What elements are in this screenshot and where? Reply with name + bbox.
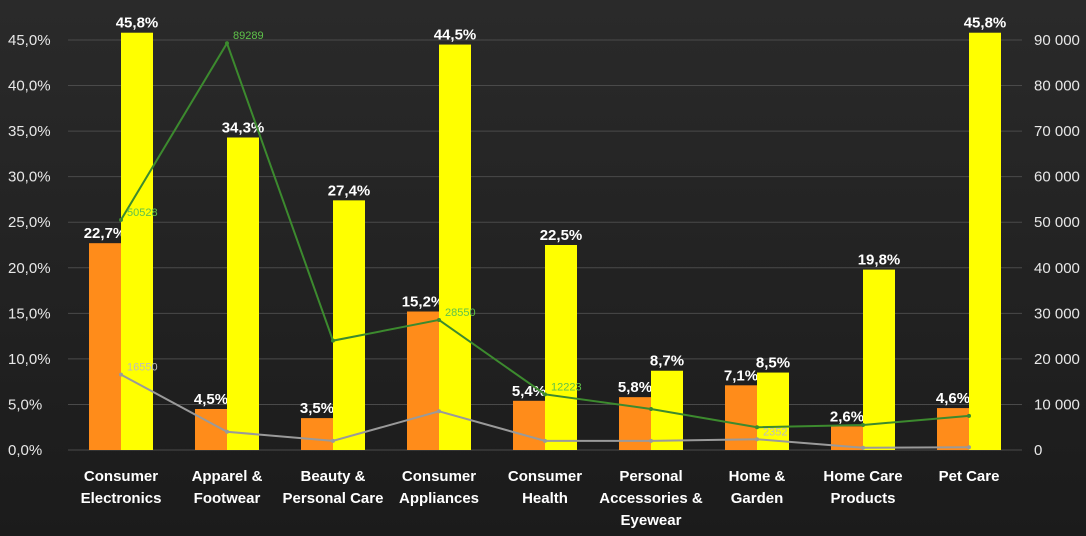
bar xyxy=(831,426,863,450)
bar-data-label: 8,7% xyxy=(650,353,684,370)
y-left-tick-label: 20,0% xyxy=(8,260,51,277)
y-right-tick-label: 30 000 xyxy=(1034,305,1080,322)
category-label: Consumer xyxy=(84,468,158,485)
category-label: Pet Care xyxy=(939,468,1000,485)
line-point xyxy=(649,438,653,443)
category-label: Consumer xyxy=(508,468,582,485)
bar xyxy=(407,311,439,450)
line-point xyxy=(543,438,547,443)
y-right-tick-label: 0 xyxy=(1034,442,1042,459)
y-right-tick-label: 60 000 xyxy=(1034,169,1080,186)
category-label: Garden xyxy=(731,490,784,507)
line-data-label: 2352 xyxy=(763,426,787,438)
line-data-label: 28550 xyxy=(445,307,476,319)
category-label: Health xyxy=(522,490,568,507)
y-left-tick-label: 0,0% xyxy=(8,442,42,459)
line-point xyxy=(119,372,123,377)
bar-data-label: 22,7% xyxy=(84,225,127,242)
bar-data-label: 45,8% xyxy=(964,15,1007,32)
line-point xyxy=(755,425,759,430)
line-point xyxy=(331,438,335,443)
y-left-tick-label: 40,0% xyxy=(8,78,51,95)
category-label: Footwear xyxy=(194,490,261,507)
y-right-tick-label: 50 000 xyxy=(1034,214,1080,231)
y-right-tick-label: 80 000 xyxy=(1034,78,1080,95)
bar-data-label: 7,1% xyxy=(724,367,758,384)
line-point xyxy=(967,413,971,418)
line-point xyxy=(861,422,865,427)
category-label: Eyewear xyxy=(621,512,682,529)
bar-data-label: 4,6% xyxy=(936,390,970,407)
line-point xyxy=(225,41,229,46)
bar-data-label: 44,5% xyxy=(434,27,477,44)
y-right-tick-label: 40 000 xyxy=(1034,260,1080,277)
line-data-label: 16550 xyxy=(127,362,158,374)
category-label: Home Care xyxy=(823,468,902,485)
category-label: Consumer xyxy=(402,468,476,485)
line-point xyxy=(225,429,229,434)
bar-data-label: 34,3% xyxy=(222,119,265,136)
y-left-tick-label: 15,0% xyxy=(8,305,51,322)
bar xyxy=(513,400,545,450)
bar-data-label: 3,5% xyxy=(300,400,334,417)
bar xyxy=(301,418,333,450)
y-left-tick-label: 5,0% xyxy=(8,396,42,413)
line-data-label: 12223 xyxy=(551,381,582,393)
category-label: Personal xyxy=(619,468,682,485)
bar xyxy=(333,200,365,450)
y-right-tick-label: 70 000 xyxy=(1034,123,1080,140)
bar-data-label: 45,8% xyxy=(116,15,159,32)
line-data-label: 89289 xyxy=(233,30,264,42)
bar xyxy=(227,137,259,450)
bar xyxy=(89,243,121,450)
bar xyxy=(937,408,969,450)
y-left-tick-label: 35,0% xyxy=(8,123,51,140)
line-point xyxy=(437,317,441,322)
bar-data-label: 19,8% xyxy=(858,252,901,269)
line-data-label: 50528 xyxy=(127,207,158,219)
category-label: Products xyxy=(830,490,895,507)
line-point xyxy=(649,407,653,411)
bar xyxy=(545,245,577,450)
line-point xyxy=(543,392,547,397)
y-left-tick-label: 30,0% xyxy=(8,169,51,186)
category-label: Apparel & xyxy=(192,468,263,485)
bar-data-label: 5,8% xyxy=(618,379,652,396)
bar xyxy=(439,44,471,451)
line-point xyxy=(755,437,759,442)
y-right-tick-label: 90 000 xyxy=(1034,32,1080,49)
bar-data-label: 4,5% xyxy=(194,391,228,408)
y-left-tick-label: 10,0% xyxy=(8,351,51,368)
category-label: Appliances xyxy=(399,490,479,507)
bar-data-label: 15,2% xyxy=(402,294,445,311)
bar xyxy=(863,269,895,450)
bar-data-label: 8,5% xyxy=(756,355,790,372)
line-point xyxy=(967,445,971,450)
line-point xyxy=(331,338,335,343)
y-left-tick-label: 25,0% xyxy=(8,214,51,231)
y-right-tick-label: 10 000 xyxy=(1034,396,1080,413)
y-right-tick-label: 20 000 xyxy=(1034,351,1080,368)
bar-data-label: 5,4% xyxy=(512,383,546,400)
line-point xyxy=(119,217,123,222)
line-point xyxy=(861,445,865,450)
bar xyxy=(969,32,1001,450)
category-label: Home & xyxy=(729,468,786,485)
bar-data-label: 27,4% xyxy=(328,182,371,199)
category-label: Accessories & xyxy=(599,490,703,507)
bar xyxy=(121,32,153,450)
bar-data-label: 22,5% xyxy=(540,227,583,244)
category-label: Beauty & xyxy=(300,468,365,485)
bar xyxy=(757,372,789,450)
y-left-tick-label: 45,0% xyxy=(8,32,51,49)
category-label: Electronics xyxy=(81,490,162,507)
line-point xyxy=(437,409,441,414)
category-label: Personal Care xyxy=(283,490,384,507)
bar-data-label: 2,6% xyxy=(830,408,864,425)
